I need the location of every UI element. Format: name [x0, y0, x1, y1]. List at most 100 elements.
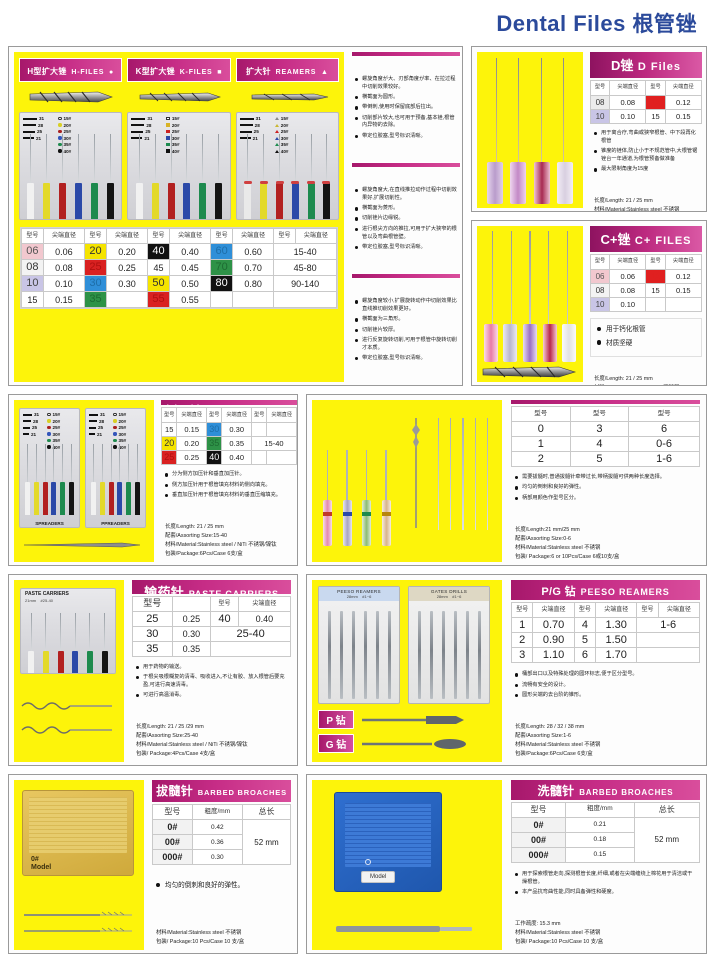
barbed-broach-silhouette-2: [22, 924, 134, 942]
list-item: 于根尖吸根糊复的清毒、吸收进入,不让有胶、放入根管后要充盈,可进行高速清毒。: [136, 674, 287, 690]
list-item: 切削部片较大,也可用于预备,基本锉,根管内异物的去除。: [355, 115, 457, 131]
panel-barbed-broaches[interactable]: 0# Model: [8, 774, 298, 954]
panel-c-plus-files[interactable]: C+锉 C+ FILES 型号 尖端直径 型号 尖端直径 06 0.06: [471, 220, 707, 386]
table-row: 06 0.06 20 0.20 40 0.40 60 0.60 15-40: [21, 243, 337, 260]
panel-barbed-broaches-with-shank[interactable]: 带柄拔髓针 BARBED BROACHES WITH SHANK 型号 型号 型…: [306, 394, 707, 566]
list-item: 桶部出口以及特殊处理的圆环标志,便于区分型号。: [515, 671, 696, 679]
marker-square-icon: ■: [217, 69, 223, 76]
g-drill-silhouette: [362, 738, 466, 749]
list-item: 柄部用颜色作型号区分。: [515, 495, 696, 503]
table-row: 08 0.08 15 0.15: [589, 283, 703, 298]
wash-broach-silhouette: [334, 922, 474, 936]
list-item: 切削锉片较厚。: [355, 327, 457, 335]
list-item: 流畅有安全的设计。: [515, 682, 696, 690]
size-cell: 20: [160, 436, 178, 452]
barbed-shank-specs: 长度/Length:21 mm/25 mm 配套/Assorting Size:…: [511, 524, 700, 565]
wash-specs: 工作疏度: 15.3 mm 材料/Material:Stainless stee…: [511, 918, 700, 950]
caption-k-files: K型扩大锉 K-FILES ■: [127, 58, 231, 82]
size-cell: 12: [645, 95, 666, 110]
table-header-row: 型号 尖端直径 型号 尖端直径 型号 尖端直径: [510, 602, 701, 619]
table-row: 10 0.10 15 0.15: [589, 109, 703, 124]
table-row: 0# 0.42 52 mm: [152, 819, 292, 865]
table-row: 2 5 1-6: [511, 451, 700, 467]
spreaders-handles-2: [86, 481, 145, 515]
list-item: 带定位胶塞,型号标识清晰。: [355, 355, 457, 363]
legend-sizes: 15# 20# 25# 30# 35# 40#: [47, 412, 60, 450]
panel-h-k-reamers[interactable]: H型扩大锉 H-FILES ● K型扩大锉 K-FILES ■ 扩大针 REAM…: [8, 46, 463, 386]
spec-material: 材料/Material:Stainless steel 不锈钢: [515, 742, 601, 749]
panel-paste-carriers[interactable]: PASTE CARRIERS 21mm #25-40: [8, 574, 298, 766]
spec-assorting: 配套/Assorting Size:0-6: [515, 535, 572, 542]
list-item: 横截面为三角形。: [355, 316, 457, 324]
legend-lengths: 31 28 25 21: [239, 116, 261, 154]
page-title: Dental Files 根管锉: [496, 8, 697, 38]
marker-triangle-icon: ▲: [320, 69, 329, 76]
row-1: H型扩大锉 H-FILES ● K型扩大锉 K-FILES ■ 扩大针 REAM…: [8, 46, 715, 386]
hkr-size-table-wrap: 型号 尖端直径 型号 尖端直径 型号 尖端直径 型号 尖端直径 型号 尖端直径: [20, 227, 338, 309]
gates-pack-label: GATES DRILLS: [409, 587, 489, 594]
size-cell: 30: [84, 275, 107, 292]
list-item: 用于探索根管走向,探测根管长度,纤细,或者在尖端缠绕上棉花用于清洁或干燥根管。: [515, 871, 696, 887]
spiral-tool-icon: [20, 699, 114, 718]
peeso-photo-plate: PEESO REAMERS 28mm #1~6: [312, 580, 502, 762]
hkr-size-table: 型号 尖端直径 型号 尖端直径 型号 尖端直径 型号 尖端直径 型号 尖端直径: [21, 228, 338, 308]
h-files-shafts: [20, 134, 121, 183]
p-drill-silhouette: [362, 715, 464, 724]
list-item: 用于药物的输送。: [136, 664, 287, 672]
list-item: 材质坚硬: [597, 338, 695, 349]
spec-assorting: 配套/Assorting Size:25-40: [136, 733, 199, 740]
d-files-handles: [483, 158, 577, 204]
size-cell: 25: [84, 259, 107, 276]
hkr-description-column: H型扩大锉 H-FILES ● 螺旋角度が大、刃部角度が率、在拉过程中切削效果较…: [349, 47, 462, 385]
size-cell: 25: [160, 450, 178, 466]
spec-working-length: 工作疏度: 15.3 mm: [515, 921, 561, 928]
list-item: 用于离合疗,弯曲或狭窄根管、中下段再化根管: [594, 130, 698, 146]
panel-wash-broaches[interactable]: Model 洗髓针 BARBED BROACHES 型号: [306, 774, 707, 954]
barbed-shank-info: 带柄拔髓针 BARBED BROACHES WITH SHANK 型号 型号 型…: [507, 395, 706, 565]
barbed-shank-photo-plate: [312, 400, 502, 562]
spec-package: 包装/ Package:10 Pcs/Case 10 支/盒: [156, 939, 245, 946]
wash-blue-case: Model: [334, 792, 442, 892]
d-files-photo-plate: [477, 52, 583, 208]
table-row: 10 0.10: [589, 297, 703, 312]
list-item: 螺旋角度が大、刃部角度が率、在拉过程中切削效果较好。: [355, 76, 457, 92]
legend-lengths: 31 28 25 21: [89, 412, 105, 450]
spreaders-bullets: 分为侧方加压针和垂直加压针。 侧方加压针用于根管填充材料的侧向填充。 垂直加压针…: [161, 468, 297, 505]
table-row: 20 0.20 35 0.35 15-40: [160, 436, 297, 452]
barbed-photo-plate: 0# Model: [14, 780, 144, 950]
wash-photo-plate: Model: [312, 780, 502, 950]
k-files-handles: [128, 182, 229, 219]
spreaders-box-1: 31 28 25 21 15# 20# 25# 30# 35#: [19, 408, 80, 528]
table-row: 000# 0.15: [510, 846, 700, 863]
list-item: 螺旋角度大,在直线推拉动作过程中切削效果好,扩展切削性。: [355, 187, 457, 203]
caption-peeso-reamers: P/G 钻 PEESO REAMERS: [511, 580, 700, 601]
legend-lengths: 31 28 25 21: [131, 116, 152, 154]
barbed-shank-single-tool: [408, 416, 424, 532]
size-cell: 40: [205, 450, 223, 466]
reamer-silhouette: [236, 86, 339, 108]
panel-peeso-reamers[interactable]: PEESO REAMERS 28mm #1~6: [306, 574, 707, 766]
list-item: 本产品抗弯曲性能,同时具备弹性和硬度。: [515, 889, 696, 897]
page-title-cn: 根管锉: [632, 13, 697, 36]
panel-d-files[interactable]: D锉 D Files 型号 尖端直径 型号 尖端直径 08 0.08: [471, 46, 707, 212]
table-row: 000# 0.30: [152, 849, 291, 865]
size-cell: 08: [589, 95, 611, 110]
spec-length: 长度/Length:21 mm/25 mm: [515, 526, 580, 533]
barbed-shank-bullets: 需要拔髓时,普通拔髓针牵带过长,带柄拔髓可供两种长度选择。 均匀的倒刺和良好的弹…: [511, 471, 700, 508]
barbed-case-label-1: 0#: [31, 856, 39, 864]
paste-carriers-info: 输药针 PASTE CARRIERS 型号 型号 尖端直径 25 0.25 40…: [129, 575, 297, 765]
caption-spreaders: 侧压针 SPREADERS/PPREADERS: [161, 400, 297, 406]
spec-length: 长度/Length: 21 / 25 /29 mm: [136, 724, 204, 731]
spreaders-box-label-2: PPREADERS: [101, 521, 130, 526]
panel-spreaders[interactable]: 31 28 25 21 15# 20# 25# 30# 35#: [8, 394, 298, 566]
list-item: 横截面为菱形。: [355, 205, 457, 213]
size-cell: 80: [210, 275, 234, 292]
list-item: 锥度的锉体,防止小于不规范管中,大根管锯锉台一年通道,为根管预备做准备: [594, 148, 698, 164]
c-plus-photo-plate: [477, 226, 583, 382]
barbed-shank-broach-group: [432, 418, 494, 530]
list-item: 螺旋角度较小,扩展旋转动作中切削效果比直线推切削效果更好。: [355, 298, 457, 314]
list-item: 带定位胶塞,型号标识清晰。: [355, 133, 457, 141]
table-row: 15 0.15 30 0.30: [160, 422, 297, 438]
size-cell: 12: [645, 269, 666, 284]
wash-bullets: 用于探索根管走向,探测根管长度,纤细,或者在尖端缠绕上棉花用于清洁或干燥根管。 …: [511, 868, 700, 902]
